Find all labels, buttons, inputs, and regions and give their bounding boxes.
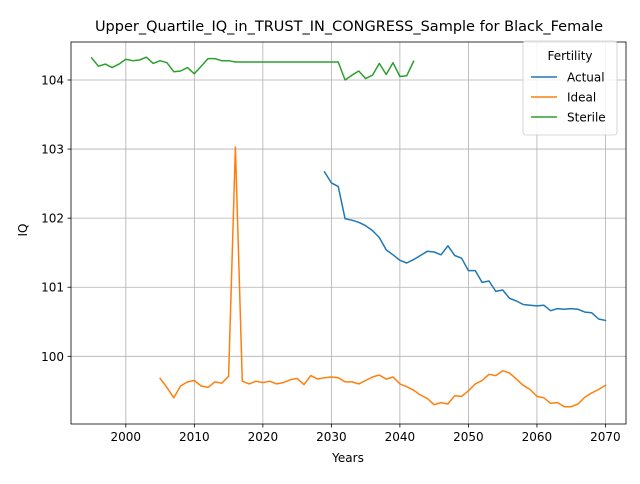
series-line-ideal [159,146,607,408]
x-tick-label: 2010 [179,430,210,444]
plot-frame [70,41,627,425]
chart-title: Upper_Quartile_IQ_in_TRUST_IN_CONGRESS_S… [95,19,603,35]
series-line-sterile [90,56,415,81]
legend-box [522,40,618,136]
y-axis-label: IQ [16,224,30,237]
x-tick-label: 2060 [522,430,553,444]
series-line-actual [323,170,607,322]
legend: Fertility Actual Ideal Sterile [522,40,618,136]
x-tick-label: 2070 [590,430,621,444]
y-tick-label: 102 [41,212,64,226]
y-tick-label: 100 [41,350,64,364]
x-tick-label: 2050 [453,430,484,444]
x-tick-label: 2040 [385,430,416,444]
legend-label-ideal: Ideal [567,91,596,105]
x-tick-label: 2020 [248,430,279,444]
x-tick-label: 2030 [316,430,347,444]
legend-label-actual: Actual [567,71,605,85]
x-tick-label: 2000 [111,430,142,444]
y-tick-label: 103 [41,143,64,157]
x-axis-label: Years [331,451,364,465]
legend-title: Fertility [547,49,592,63]
legend-label-sterile: Sterile [567,111,606,125]
y-tick-label: 101 [41,281,64,295]
y-tick-label: 104 [41,73,64,87]
